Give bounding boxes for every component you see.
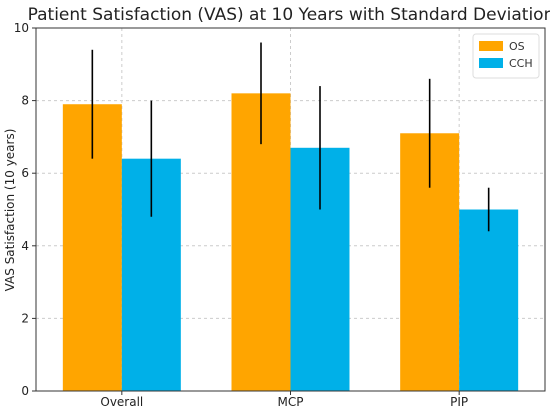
- bar-cch-pip: [459, 209, 519, 391]
- x-tick-label: Overall: [100, 395, 143, 409]
- y-tick-label: 4: [21, 239, 29, 253]
- legend-swatch-os: [479, 41, 503, 51]
- legend-swatch-cch: [479, 58, 503, 68]
- y-tick-label: 2: [21, 311, 29, 325]
- legend-label-cch: CCH: [509, 57, 533, 70]
- y-axis-label: VAS Satisfaction (10 years): [3, 129, 17, 292]
- x-tick-label: PIP: [450, 395, 468, 409]
- y-tick-label: 10: [14, 21, 29, 35]
- plot-frame: [35, 27, 546, 392]
- y-tick-label: 8: [21, 94, 29, 108]
- error-bars: [91, 42, 490, 232]
- legend-box: [472, 33, 540, 79]
- y-tick-label: 6: [21, 166, 29, 180]
- x-tick-label: MCP: [278, 395, 304, 409]
- axes: 0 2 4 6 8 10 Overall MCP PIP: [14, 21, 546, 409]
- legend: OS CCH: [472, 33, 540, 79]
- y-tick-label: 0: [21, 384, 29, 398]
- bars: [62, 93, 519, 391]
- chart-title: Patient Satisfaction (VAS) at 10 Years w…: [28, 5, 550, 25]
- legend-label-os: OS: [509, 40, 525, 53]
